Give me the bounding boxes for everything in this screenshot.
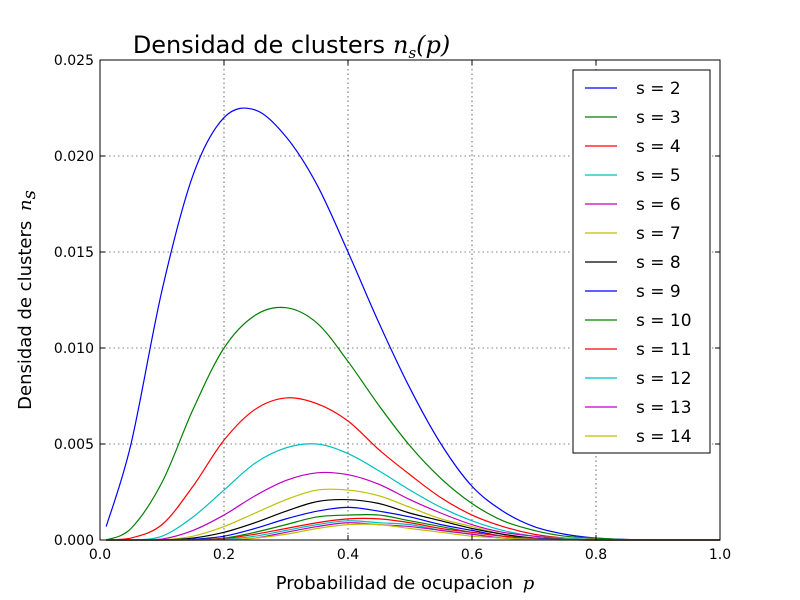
x-tick-label: 0.6 [461, 547, 483, 563]
y-tick-label: 0.020 [54, 149, 94, 165]
legend-label: s = 2 [636, 79, 681, 99]
legend-label: s = 9 [636, 282, 681, 302]
legend-label: s = 11 [636, 340, 692, 360]
x-tick-label: 0.8 [585, 547, 607, 563]
series-line-s3 [105, 306, 720, 541]
chart-title-math: ns(p) [393, 31, 450, 62]
legend-label: s = 5 [636, 166, 681, 186]
legend: s = 2 s = 3 s = 4 s = 5 s = 6 s = 7 s = 8 s = 9… [572, 69, 711, 454]
legend-label: s = 14 [636, 427, 692, 447]
legend-label: s = 13 [636, 398, 692, 418]
x-tick-label: 0.4 [337, 547, 359, 563]
y-axis-label: Densidad de clusters ns [15, 190, 40, 410]
y-tick-label: 0.015 [54, 245, 94, 261]
y-tick-label: 0.025 [54, 53, 94, 69]
ticks: 0.0 0.2 0.4 0.6 0.8 1.0 0.000 0.005 0.010 0.015 0.… [54, 53, 731, 563]
legend-label: s = 3 [636, 108, 681, 128]
y-tick-label: 0.005 [54, 437, 94, 453]
chart-title: Densidad de clusters [133, 31, 385, 59]
legend-label: s = 4 [636, 137, 681, 157]
y-tick-label: 0.000 [54, 533, 94, 549]
legend-label: s = 8 [636, 253, 681, 273]
y-tick-label: 0.010 [54, 341, 94, 357]
legend-label: s = 10 [636, 311, 692, 331]
plot-frame [99, 59, 721, 541]
legend-label: s = 6 [636, 195, 681, 215]
legend-label: s = 7 [636, 224, 681, 244]
x-tick-label: 1.0 [709, 547, 731, 563]
x-axis-label: Probabilidad de ocupacion p [276, 573, 535, 594]
x-tick-label: 0.2 [213, 547, 235, 563]
legend-label: s = 12 [636, 369, 692, 389]
x-tick-label: 0.0 [89, 547, 111, 563]
